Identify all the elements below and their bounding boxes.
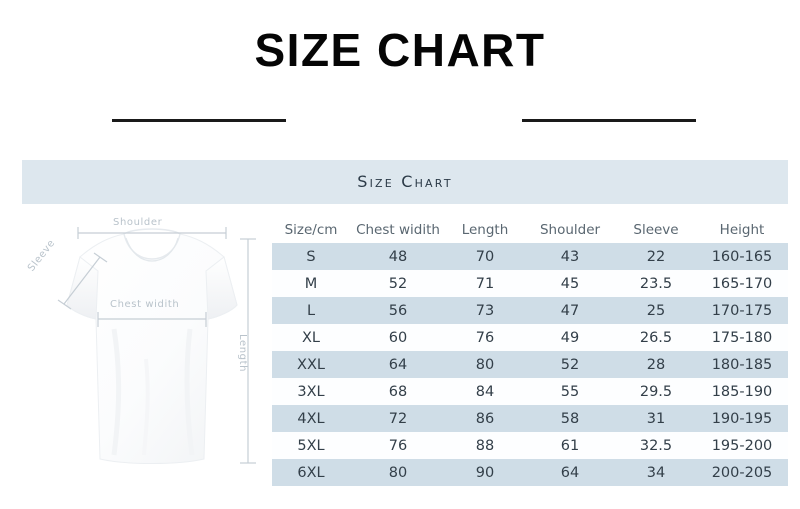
cell-length: 76 [446, 324, 524, 351]
tshirt-icon [57, 227, 256, 464]
chest-dimension-label: Chest widith [110, 299, 180, 310]
column-header-size: Size/cm [272, 205, 350, 243]
cell-length: 84 [446, 378, 524, 405]
cell-height: 190-195 [696, 405, 788, 432]
cell-height: 195-200 [696, 432, 788, 459]
cell-size: 6XL [272, 459, 350, 486]
table-row: XL 60 76 49 26.5 175-180 [272, 324, 788, 351]
table-row: 3XL 68 84 55 29.5 185-190 [272, 378, 788, 405]
cell-length: 86 [446, 405, 524, 432]
cell-sleeve: 26.5 [616, 324, 696, 351]
cell-chest: 56 [350, 297, 446, 324]
cell-shoulder: 47 [524, 297, 616, 324]
cell-shoulder: 64 [524, 459, 616, 486]
cell-size: 4XL [272, 405, 350, 432]
cell-chest: 68 [350, 378, 446, 405]
cell-shoulder: 49 [524, 324, 616, 351]
cell-length: 90 [446, 459, 524, 486]
cell-shoulder: 61 [524, 432, 616, 459]
cell-size: M [272, 270, 350, 297]
table-row: 4XL 72 86 58 31 190-195 [272, 405, 788, 432]
table-body: S 48 70 43 22 160-165 M 52 71 45 23.5 16… [272, 243, 788, 486]
cell-shoulder: 55 [524, 378, 616, 405]
tshirt-illustration: Shoulder Sleeve Chest widith Length [18, 209, 270, 501]
cell-length: 70 [446, 243, 524, 270]
cell-sleeve: 25 [616, 297, 696, 324]
cell-height: 200-205 [696, 459, 788, 486]
table-header-row: Size/cm Chest widith Length Shoulder Sle… [272, 205, 788, 243]
cell-sleeve: 23.5 [616, 270, 696, 297]
chart-panel: Size Chart [0, 157, 800, 509]
column-header-height: Height [696, 205, 788, 243]
cell-sleeve: 28 [616, 351, 696, 378]
column-header-shoulder: Shoulder [524, 205, 616, 243]
cell-shoulder: 58 [524, 405, 616, 432]
table-row: 6XL 80 90 64 34 200-205 [272, 459, 788, 486]
cell-size: 3XL [272, 378, 350, 405]
cell-chest: 60 [350, 324, 446, 351]
cell-height: 185-190 [696, 378, 788, 405]
table-row: L 56 73 47 25 170-175 [272, 297, 788, 324]
column-header-sleeve: Sleeve [616, 205, 696, 243]
cell-size: XL [272, 324, 350, 351]
chart-band-title: Size Chart [357, 172, 453, 191]
size-table: Size/cm Chest widith Length Shoulder Sle… [272, 205, 788, 486]
cell-chest: 64 [350, 351, 446, 378]
cell-sleeve: 34 [616, 459, 696, 486]
cell-height: 175-180 [696, 324, 788, 351]
cell-height: 160-165 [696, 243, 788, 270]
cell-sleeve: 29.5 [616, 378, 696, 405]
cell-sleeve: 32.5 [616, 432, 696, 459]
cell-length: 71 [446, 270, 524, 297]
title-rule-right [522, 119, 696, 122]
cell-length: 73 [446, 297, 524, 324]
cell-sleeve: 31 [616, 405, 696, 432]
cell-height: 170-175 [696, 297, 788, 324]
table-row: M 52 71 45 23.5 165-170 [272, 270, 788, 297]
cell-height: 180-185 [696, 351, 788, 378]
cell-shoulder: 43 [524, 243, 616, 270]
cell-sleeve: 22 [616, 243, 696, 270]
page-title: SIZE CHART [254, 24, 546, 76]
cell-chest: 76 [350, 432, 446, 459]
cell-size: S [272, 243, 350, 270]
table-row: 5XL 76 88 61 32.5 195-200 [272, 432, 788, 459]
column-header-chest: Chest widith [350, 205, 446, 243]
cell-length: 88 [446, 432, 524, 459]
table-row: S 48 70 43 22 160-165 [272, 243, 788, 270]
cell-chest: 80 [350, 459, 446, 486]
table-row: XXL 64 80 52 28 180-185 [272, 351, 788, 378]
cell-shoulder: 45 [524, 270, 616, 297]
cell-size: 5XL [272, 432, 350, 459]
title-rule-left [112, 119, 286, 122]
cell-size: L [272, 297, 350, 324]
cell-size: XXL [272, 351, 350, 378]
cell-shoulder: 52 [524, 351, 616, 378]
cell-height: 165-170 [696, 270, 788, 297]
cell-chest: 48 [350, 243, 446, 270]
chart-band: Size Chart [22, 160, 788, 204]
length-dimension-label: Length [237, 334, 248, 373]
column-header-length: Length [446, 205, 524, 243]
cell-chest: 52 [350, 270, 446, 297]
shoulder-dimension-label: Shoulder [113, 217, 163, 228]
cell-chest: 72 [350, 405, 446, 432]
cell-length: 80 [446, 351, 524, 378]
